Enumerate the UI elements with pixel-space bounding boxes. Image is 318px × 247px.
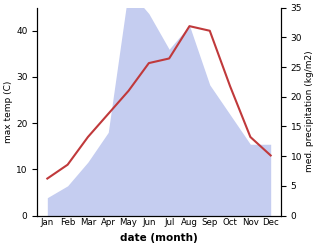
X-axis label: date (month): date (month) xyxy=(120,233,198,243)
Y-axis label: max temp (C): max temp (C) xyxy=(4,80,13,143)
Y-axis label: med. precipitation (kg/m2): med. precipitation (kg/m2) xyxy=(305,51,314,172)
